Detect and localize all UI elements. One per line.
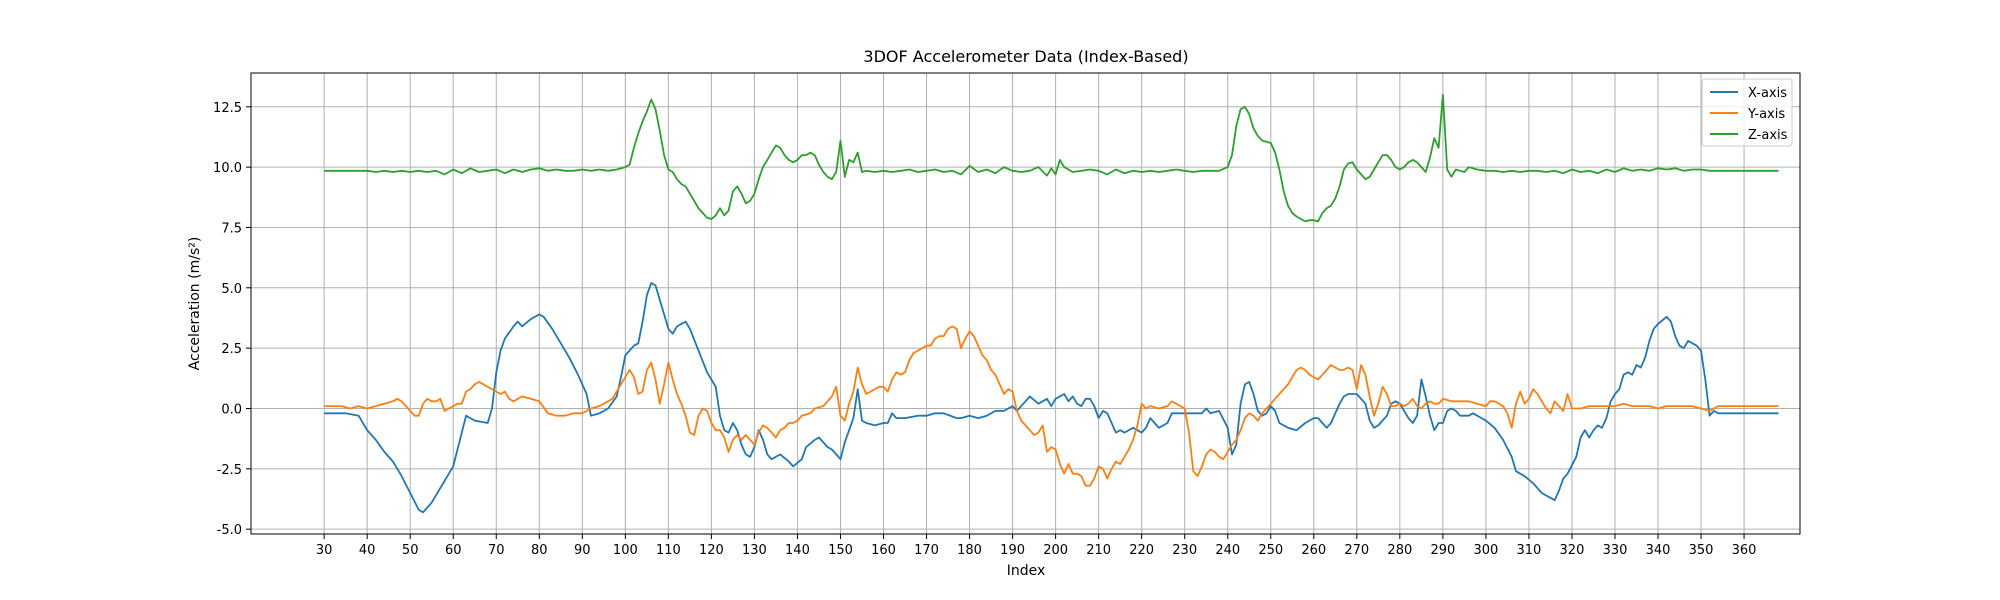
legend-item-z-axis: Z-axis	[1710, 128, 1788, 143]
y-tick-label: 5.0	[221, 282, 242, 297]
x-tick-label: 320	[1560, 543, 1585, 558]
legend-label: X-axis	[1748, 86, 1787, 101]
x-tick-label: 40	[359, 543, 376, 558]
x-tick-label: 240	[1215, 543, 1240, 558]
legend-item-x-axis: X-axis	[1710, 86, 1787, 101]
chart-title: 3DOF Accelerometer Data (Index-Based)	[863, 47, 1188, 66]
y-tick-label: -2.5	[217, 463, 242, 478]
x-tick-label: 310	[1517, 543, 1542, 558]
x-tick-label: 60	[445, 543, 462, 558]
x-tick-label: 200	[1043, 543, 1068, 558]
y-ticks: -5.0 -2.5 0.0 2.5 5.0 7.5 10.0 12.5	[213, 101, 251, 538]
x-ticks: 30 40 50 60 70 80 90 100 110 120 130 140 150 160 170 18…	[316, 534, 1757, 558]
y-tick-label: 2.5	[221, 342, 242, 357]
series-line-x-axis	[324, 282, 1779, 514]
series-line-y-axis	[324, 325, 1779, 487]
legend-box	[1701, 78, 1793, 147]
series-line-z-axis	[324, 93, 1779, 223]
x-tick-label: 140	[785, 543, 810, 558]
legend-label: Y-axis	[1747, 107, 1785, 122]
x-tick-label: 50	[402, 543, 419, 558]
series-lines	[324, 93, 1779, 514]
x-tick-label: 80	[531, 543, 548, 558]
y-tick-label: 7.5	[221, 221, 242, 236]
legend-item-y-axis: Y-axis	[1710, 107, 1785, 122]
x-tick-label: 350	[1689, 543, 1714, 558]
x-tick-label: 330	[1603, 543, 1628, 558]
x-tick-label: 260	[1301, 543, 1326, 558]
x-tick-label: 270	[1344, 543, 1369, 558]
plot-frame	[250, 72, 1801, 535]
x-tick-label: 300	[1473, 543, 1498, 558]
y-tick-label: 10.0	[213, 161, 242, 176]
x-tick-label: 250	[1258, 543, 1283, 558]
x-tick-label: 120	[699, 543, 724, 558]
y-tick-label: 12.5	[213, 101, 242, 116]
x-tick-label: 150	[828, 543, 853, 558]
x-tick-label: 340	[1646, 543, 1671, 558]
x-tick-label: 170	[914, 543, 939, 558]
y-tick-label: -5.0	[217, 523, 242, 538]
x-tick-label: 160	[871, 543, 896, 558]
x-tick-label: 30	[316, 543, 333, 558]
x-tick-label: 280	[1387, 543, 1412, 558]
y-tick-label: 0.0	[221, 402, 242, 417]
x-tick-label: 70	[488, 543, 505, 558]
legend-label: Z-axis	[1748, 128, 1788, 143]
x-tick-label: 180	[957, 543, 982, 558]
legend: X-axis Y-axis Z-axis	[1701, 78, 1793, 147]
x-tick-label: 230	[1172, 543, 1197, 558]
x-tick-label: 90	[574, 543, 591, 558]
x-tick-label: 100	[613, 543, 638, 558]
grid	[251, 73, 1800, 534]
x-tick-label: 210	[1086, 543, 1111, 558]
x-tick-label: 220	[1129, 543, 1154, 558]
x-axis-label: Index	[1007, 563, 1046, 579]
y-axis-label: Acceleration (m/s²)	[187, 237, 203, 371]
plot-area	[251, 73, 1800, 534]
x-tick-label: 190	[1000, 543, 1025, 558]
x-tick-label: 290	[1430, 543, 1455, 558]
x-tick-label: 110	[656, 543, 681, 558]
x-tick-label: 360	[1732, 543, 1757, 558]
x-tick-label: 130	[742, 543, 767, 558]
